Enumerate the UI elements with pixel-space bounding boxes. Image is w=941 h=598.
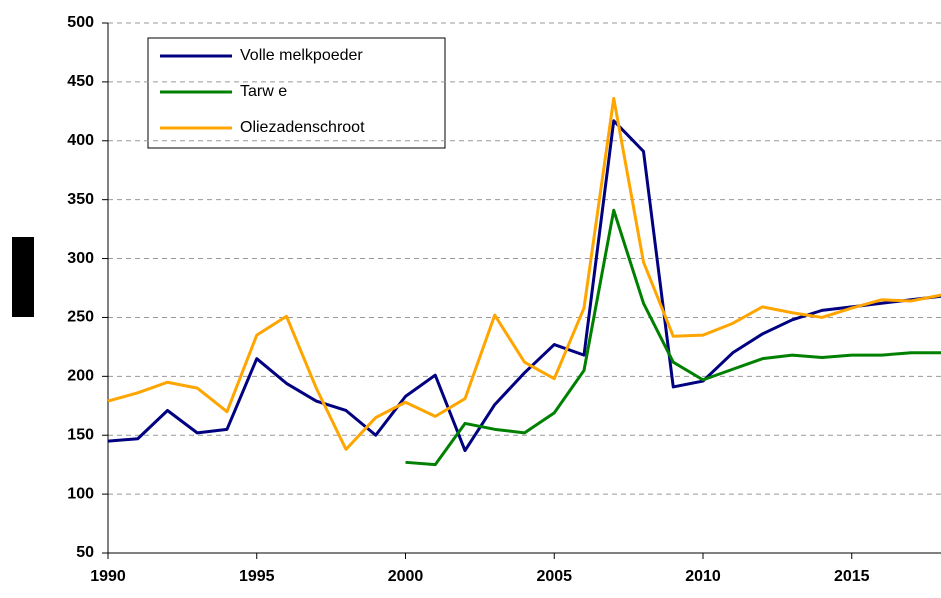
legend-label: Tarw e <box>240 83 287 100</box>
legend-label: Volle melkpoeder <box>240 47 363 64</box>
y-tick-label: 200 <box>67 368 94 385</box>
x-tick-label: 1995 <box>239 568 275 585</box>
y-tick-label: 400 <box>67 132 94 149</box>
series-line <box>108 98 941 449</box>
x-tick-label: 2000 <box>388 568 424 585</box>
series-line <box>108 121 941 451</box>
y-tick-label: 150 <box>67 426 94 443</box>
y-tick-label: 500 <box>67 14 94 31</box>
y-tick-label: 350 <box>67 191 94 208</box>
y-tick-label: 100 <box>67 485 94 502</box>
y-tick-label: 300 <box>67 250 94 267</box>
x-tick-label: 2005 <box>536 568 572 585</box>
x-tick-label: 1990 <box>90 568 126 585</box>
redacted-axis-title <box>12 237 34 317</box>
legend-label: Oliezadenschroot <box>240 119 365 136</box>
y-tick-label: 450 <box>67 73 94 90</box>
x-tick-label: 2010 <box>685 568 721 585</box>
y-tick-label: 250 <box>67 309 94 326</box>
y-tick-label: 50 <box>76 544 94 561</box>
x-tick-label: 2015 <box>834 568 870 585</box>
